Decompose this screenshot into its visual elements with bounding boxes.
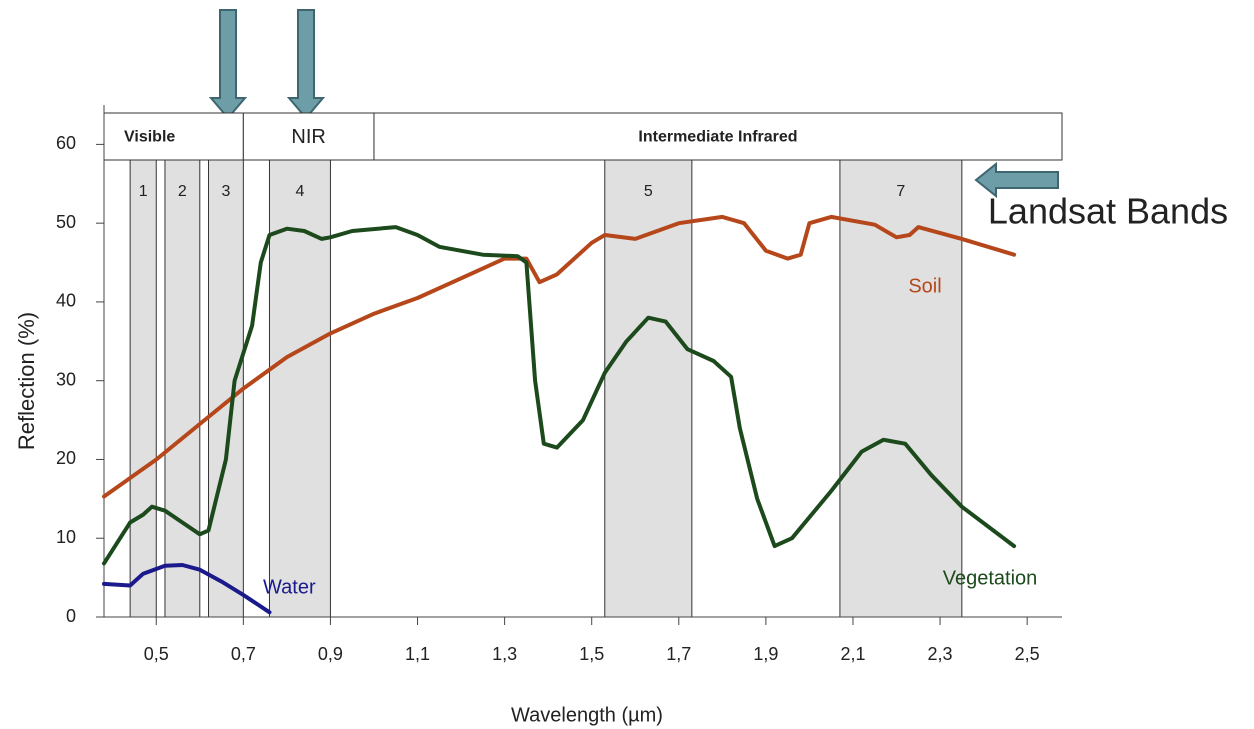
line bbox=[102, 214, 1017, 499]
side-label: Landsat Bands bbox=[988, 191, 1228, 232]
x-tick-label: 0,5 bbox=[144, 644, 169, 664]
region-label: Visible bbox=[124, 129, 175, 146]
band-label: 5 bbox=[644, 183, 653, 200]
arrow bbox=[974, 161, 1059, 199]
y-tick-label: 60 bbox=[56, 133, 76, 153]
series-label: Vegetation bbox=[943, 567, 1038, 589]
series-label: Water bbox=[263, 576, 316, 598]
y-axis-label: Reflection (%) bbox=[14, 312, 39, 450]
x-tick-label: 2,1 bbox=[840, 644, 865, 664]
line bbox=[102, 563, 272, 615]
x-tick-label: 0,9 bbox=[318, 644, 343, 664]
y-tick-label: 40 bbox=[56, 291, 76, 311]
band-label: 7 bbox=[896, 183, 905, 200]
x-tick-label: 1,7 bbox=[666, 644, 691, 664]
series-label: Soil bbox=[908, 275, 941, 297]
arrow bbox=[208, 9, 248, 120]
region-label: Intermediate Infrared bbox=[638, 129, 797, 146]
region bbox=[103, 112, 244, 161]
y-tick-label: 0 bbox=[66, 606, 76, 626]
y-tick-label: 50 bbox=[56, 212, 76, 232]
band-arrows bbox=[208, 9, 1059, 199]
band-label: 2 bbox=[178, 183, 187, 200]
x-tick-label: 2,5 bbox=[1015, 644, 1040, 664]
x-tick-label: 1,5 bbox=[579, 644, 604, 664]
line bbox=[102, 225, 1017, 566]
x-tick-label: 1,1 bbox=[405, 644, 430, 664]
x-axis-label: Wavelength (µm) bbox=[511, 704, 663, 726]
x-tick-label: 2,3 bbox=[928, 644, 953, 664]
y-tick-label: 30 bbox=[56, 369, 76, 389]
band bbox=[129, 159, 157, 618]
band bbox=[839, 159, 963, 618]
band-label: 3 bbox=[221, 183, 230, 200]
x-tick-label: 1,3 bbox=[492, 644, 517, 664]
x-tick-label: 0,7 bbox=[231, 644, 256, 664]
x-tick-label: 1,9 bbox=[753, 644, 778, 664]
y-tick-label: 10 bbox=[56, 527, 76, 547]
band bbox=[164, 159, 201, 618]
region bbox=[373, 112, 1063, 161]
band bbox=[604, 159, 693, 618]
region-label: NIR bbox=[291, 126, 325, 148]
band-label: 1 bbox=[139, 183, 148, 200]
y-tick-label: 20 bbox=[56, 448, 76, 468]
arrow bbox=[286, 9, 326, 120]
band bbox=[208, 159, 244, 618]
band-label: 4 bbox=[296, 183, 305, 200]
